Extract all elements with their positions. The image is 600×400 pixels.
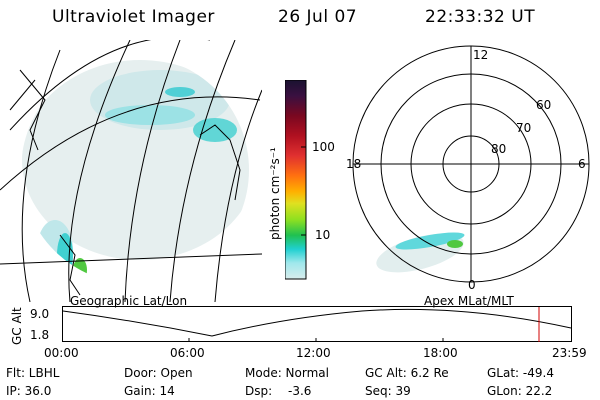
altitude-curve [62, 308, 572, 337]
info-glon: GLon: 22.2 [487, 384, 553, 398]
colorbar [285, 80, 307, 280]
mlt-label-18: 18 [346, 157, 361, 171]
gc-alt-axis-label: GC Alt [10, 307, 24, 345]
time-tick-1800: 18:00 [423, 346, 458, 360]
info-dsp-value: -3.6 [288, 384, 312, 398]
gc-alt-tick-high: 9.0 [30, 307, 50, 321]
lat-label-80: 80 [491, 142, 506, 156]
info-dsp-label: Dsp: [245, 384, 273, 398]
time-tick-0600: 06:00 [170, 346, 205, 360]
mlt-label-0: 0 [468, 278, 476, 292]
header-date: 26 Jul 07 [278, 7, 358, 27]
lat-lon-grid [0, 40, 262, 302]
lat-label-70: 70 [516, 121, 531, 135]
auroral-emission-polar [376, 232, 465, 273]
geo-caption: Geographic Lat/Lon [70, 294, 188, 308]
info-glat: GLat: -49.4 [487, 366, 554, 380]
app-title: Ultraviolet Imager [52, 7, 215, 27]
time-tick-2359: 23:59 [552, 346, 587, 360]
auroral-emission-geo [22, 60, 249, 282]
info-seq: Seq: 39 [365, 384, 411, 398]
altitude-plot [62, 306, 572, 342]
info-filter: Flt: LBHL [6, 366, 60, 380]
polar-grid [352, 45, 590, 283]
info-gain: Gain: 14 [124, 384, 175, 398]
time-tick-0000: 00:00 [44, 346, 79, 360]
info-gc-alt: GC Alt: 6.2 Re [365, 366, 449, 380]
colorbar-tick-10: 10 [315, 228, 331, 242]
polar-plot: 12 18 6 0 60 70 80 [346, 45, 590, 292]
colorbar-tick-100: 100 [312, 140, 335, 154]
polar-caption: Apex MLat/MLT [424, 294, 514, 308]
info-ip: IP: 36.0 [6, 384, 52, 398]
time-tick-1200: 12:00 [296, 346, 331, 360]
coastlines [9, 69, 241, 296]
mlt-label-6: 6 [578, 157, 586, 171]
info-mode: Mode: Normal [245, 366, 329, 380]
geographic-map [0, 40, 262, 302]
header-time: 22:33:32 UT [425, 7, 536, 27]
colorbar-unit-label: photon cm⁻²s⁻¹ [268, 147, 282, 240]
lat-label-60: 60 [536, 98, 551, 112]
gc-alt-tick-low: 1.8 [30, 328, 50, 342]
mlt-label-12: 12 [473, 48, 488, 62]
info-door: Door: Open [124, 366, 193, 380]
